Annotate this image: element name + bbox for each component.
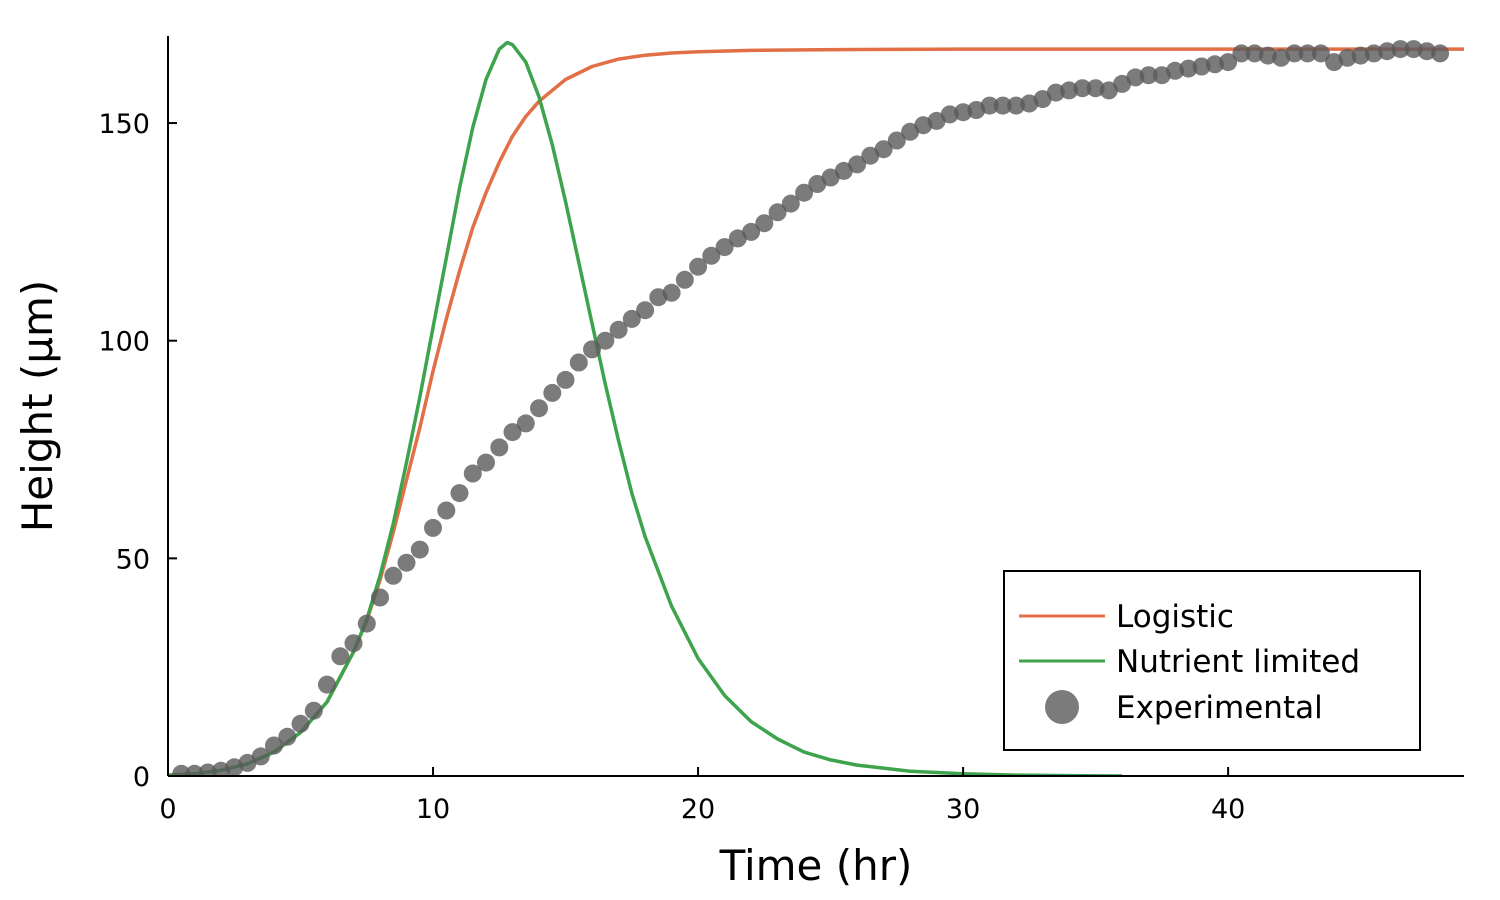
series-line-nutrient-limited [168,40,1123,776]
data-point [477,453,495,472]
data-point [1033,90,1052,109]
legend: Logistic Nutrient limited Experimental [1003,570,1421,751]
x-tick-label: 10 [416,794,450,825]
data-point [437,501,456,520]
data-point [808,175,827,193]
data-point [304,701,323,720]
data-point [1298,44,1317,63]
legend-label-experimental: Experimental [1116,690,1323,726]
data-point [848,155,867,174]
data-point [662,283,681,302]
x-ticks: 0 10 20 30 40 [159,767,1245,825]
data-point [834,161,853,180]
y-tick-label: 0 [133,762,150,793]
data-point [463,464,482,483]
x-tick-label: 20 [681,794,715,825]
data-point [331,647,350,666]
series-points-experimental [172,40,1450,776]
data-point [371,588,389,607]
data-point [795,183,814,202]
data-point [1139,66,1158,85]
x-tick-label: 0 [159,794,176,825]
data-point [742,222,761,241]
data-point [715,238,734,257]
data-point [1391,40,1410,59]
data-point [543,383,562,402]
data-point [1073,79,1092,98]
y-tick-label: 50 [116,544,150,575]
data-point [503,423,522,442]
y-axis-title: Height (μm) [13,280,62,533]
data-point [569,353,588,372]
data-point [636,301,655,320]
data-point [556,370,575,389]
data-point [609,320,628,339]
data-point [1219,53,1238,72]
data-point [596,331,615,350]
data-point [291,714,310,733]
legend-swatch-experimental [1045,690,1079,724]
data-point [490,438,509,457]
data-point [689,257,708,276]
data-point [861,146,880,165]
data-point [318,675,336,694]
data-point [344,634,363,653]
data-point [278,727,297,746]
x-tick-label: 30 [946,794,980,825]
data-point [781,194,800,213]
data-point [702,246,721,265]
x-axis-title: Time (hr) [719,841,913,890]
data-point [1113,74,1132,93]
data-point [768,203,787,222]
data-point [1311,44,1330,63]
data-point [1431,44,1450,63]
data-point [993,96,1012,115]
data-point [1166,61,1185,80]
data-point [675,270,694,289]
data-point [410,540,429,559]
data-point [1351,46,1370,65]
data-point [450,484,469,503]
data-point [1007,96,1026,115]
data-point [887,131,906,150]
data-point [1179,59,1198,78]
data-point [980,96,999,115]
data-point [1378,42,1397,61]
y-tick-label: 150 [98,109,150,140]
x-tick-label: 40 [1211,794,1245,825]
data-point [1086,79,1105,98]
y-ticks: 0 50 100 150 [98,109,177,793]
data-point [238,753,257,772]
data-point [622,309,641,328]
data-point [1060,81,1079,100]
data-point [583,340,601,359]
data-point [265,736,283,755]
data-point [212,761,230,776]
data-point [424,518,442,537]
legend-label-nutrient-limited: Nutrient limited [1116,644,1360,680]
data-point [755,214,774,233]
data-point [251,747,270,766]
data-point [1192,57,1211,76]
data-point [397,553,416,572]
data-point [530,399,548,418]
data-point [516,414,535,433]
data-point [874,140,893,159]
data-point [1245,44,1264,63]
data-point [1404,40,1423,59]
data-point [1285,44,1304,63]
data-point [728,229,747,248]
data-point [357,614,376,633]
y-tick-label: 100 [98,327,150,358]
data-point [384,566,403,585]
data-point [940,105,959,124]
data-point [1232,44,1251,63]
legend-label-logistic: Logistic [1116,599,1234,635]
